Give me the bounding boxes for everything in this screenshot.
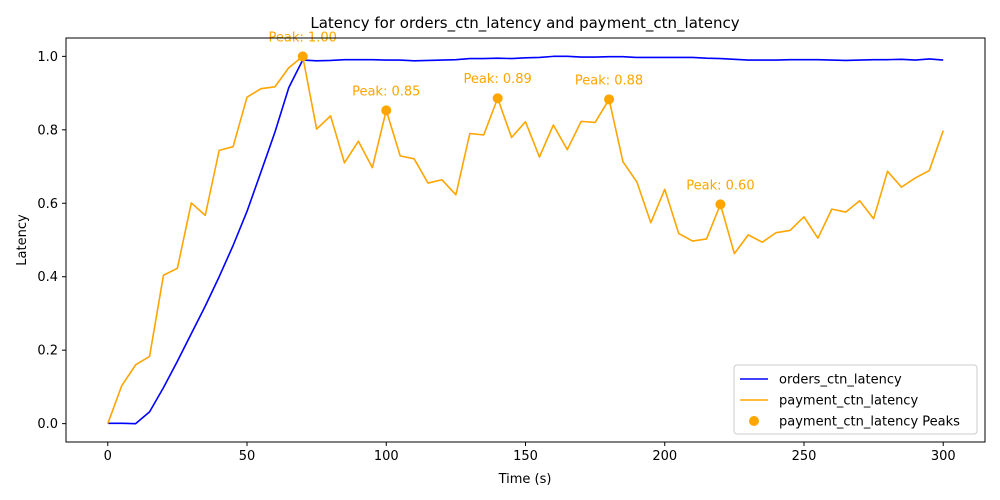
chart-title: Latency for orders_ctn_latency and payme… <box>310 14 739 33</box>
peak-marker-2 <box>492 93 503 104</box>
peak-label-3: Peak: 0.88 <box>575 73 643 88</box>
y-axis-label: Latency <box>15 214 30 266</box>
legend-swatch-2 <box>749 416 759 426</box>
axis-ticks: 0 50 100 150 200 250 300 0.0 0.2 0.4 0.6 0.8 1.0 <box>37 50 955 464</box>
series-line-1 <box>107 55 944 424</box>
y-tick-label-3: 0.6 <box>37 197 58 212</box>
y-tick-label-0: 0.0 <box>37 417 58 432</box>
peak-marker-0 <box>297 51 308 62</box>
legend-label-2: payment_ctn_latency Peaks <box>779 415 960 430</box>
x-tick-label-3: 150 <box>513 449 538 464</box>
x-tick-label-2: 100 <box>374 449 399 464</box>
x-axis-label: Time (s) <box>498 472 552 487</box>
peak-marker-4 <box>715 199 726 210</box>
x-tick-label-1: 50 <box>239 449 256 464</box>
peak-label-1: Peak: 0.85 <box>352 84 420 99</box>
x-tick-label-5: 250 <box>792 449 817 464</box>
y-tick-label-1: 0.2 <box>37 344 58 359</box>
peak-marker-3 <box>604 94 615 105</box>
legend-label-0: orders_ctn_latency <box>779 373 902 388</box>
legend-box <box>733 364 978 435</box>
legend-label-1: payment_ctn_latency <box>779 394 918 409</box>
peak-label-4: Peak: 0.60 <box>686 178 754 193</box>
legend: orders_ctn_latency payment_ctn_latencypay… <box>733 364 978 435</box>
peak-marker-1 <box>381 105 392 116</box>
x-tick-label-4: 200 <box>652 449 677 464</box>
y-tick-label-4: 0.8 <box>37 123 58 138</box>
x-tick-label-6: 300 <box>931 449 956 464</box>
y-tick-label-2: 0.4 <box>37 270 58 285</box>
y-tick-label-5: 1.0 <box>37 50 58 65</box>
series-line-0 <box>107 55 944 425</box>
x-tick-label-0: 0 <box>104 449 112 464</box>
peak-label-2: Peak: 0.89 <box>463 72 531 87</box>
